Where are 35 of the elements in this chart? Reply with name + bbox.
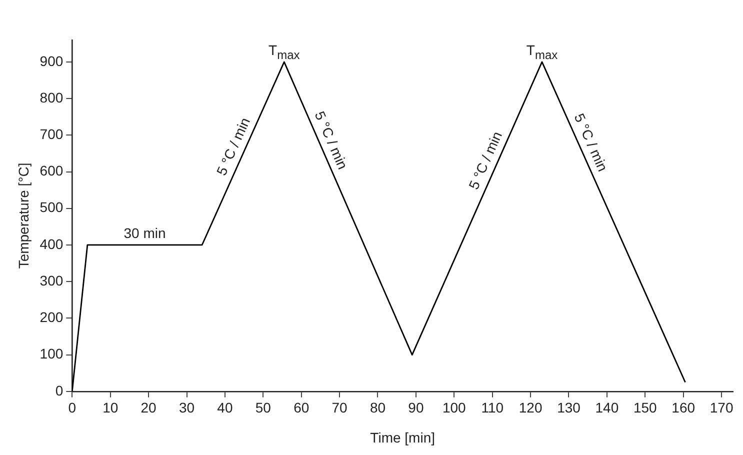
x-tick-label: 10	[102, 400, 118, 416]
annotation: 5 °C / min	[312, 108, 352, 172]
x-tick-label: 60	[294, 400, 310, 416]
annotation: 5 °C / min	[465, 128, 505, 192]
x-tick-label: 40	[217, 400, 233, 416]
annotation: 5 °C / min	[213, 115, 253, 178]
y-axis-title: Temperature [°C]	[15, 162, 32, 269]
y-tick-label: 800	[40, 89, 64, 106]
x-tick-label: 50	[255, 400, 272, 416]
x-tick-label: 70	[332, 400, 348, 416]
y-tick-label: 900	[40, 52, 64, 69]
y-tick-label: 400	[40, 236, 64, 252]
y-tick-label: 600	[40, 162, 64, 179]
annotation: 5 °C / min	[571, 110, 612, 174]
x-tick-label: 90	[408, 400, 424, 416]
y-tick-label: 100	[40, 346, 64, 362]
y-tick-label: 700	[40, 126, 64, 142]
x-tick-label: 100	[442, 400, 466, 416]
x-tick-label: 140	[595, 400, 619, 416]
x-tick-label: 0	[68, 400, 76, 416]
y-tick-label: 500	[40, 199, 64, 216]
x-axis-title: Time [min]	[370, 429, 435, 446]
x-tick-label: 170	[710, 400, 734, 416]
y-tick-label: 0	[55, 382, 64, 398]
x-tick-label: 150	[633, 400, 658, 416]
x-tick-label: 130	[557, 400, 581, 416]
x-tick-label: 30	[178, 400, 195, 416]
y-tick-label: 200	[40, 309, 64, 326]
x-tick-label: 80	[370, 400, 386, 416]
x-tick-label: 160	[672, 400, 696, 416]
x-tick-label: 20	[140, 400, 157, 416]
annotation: 30 min	[124, 224, 166, 241]
x-tick-label: 120	[518, 400, 542, 416]
y-tick-label: 300	[40, 272, 64, 288]
x-tick-label: 110	[481, 400, 504, 416]
